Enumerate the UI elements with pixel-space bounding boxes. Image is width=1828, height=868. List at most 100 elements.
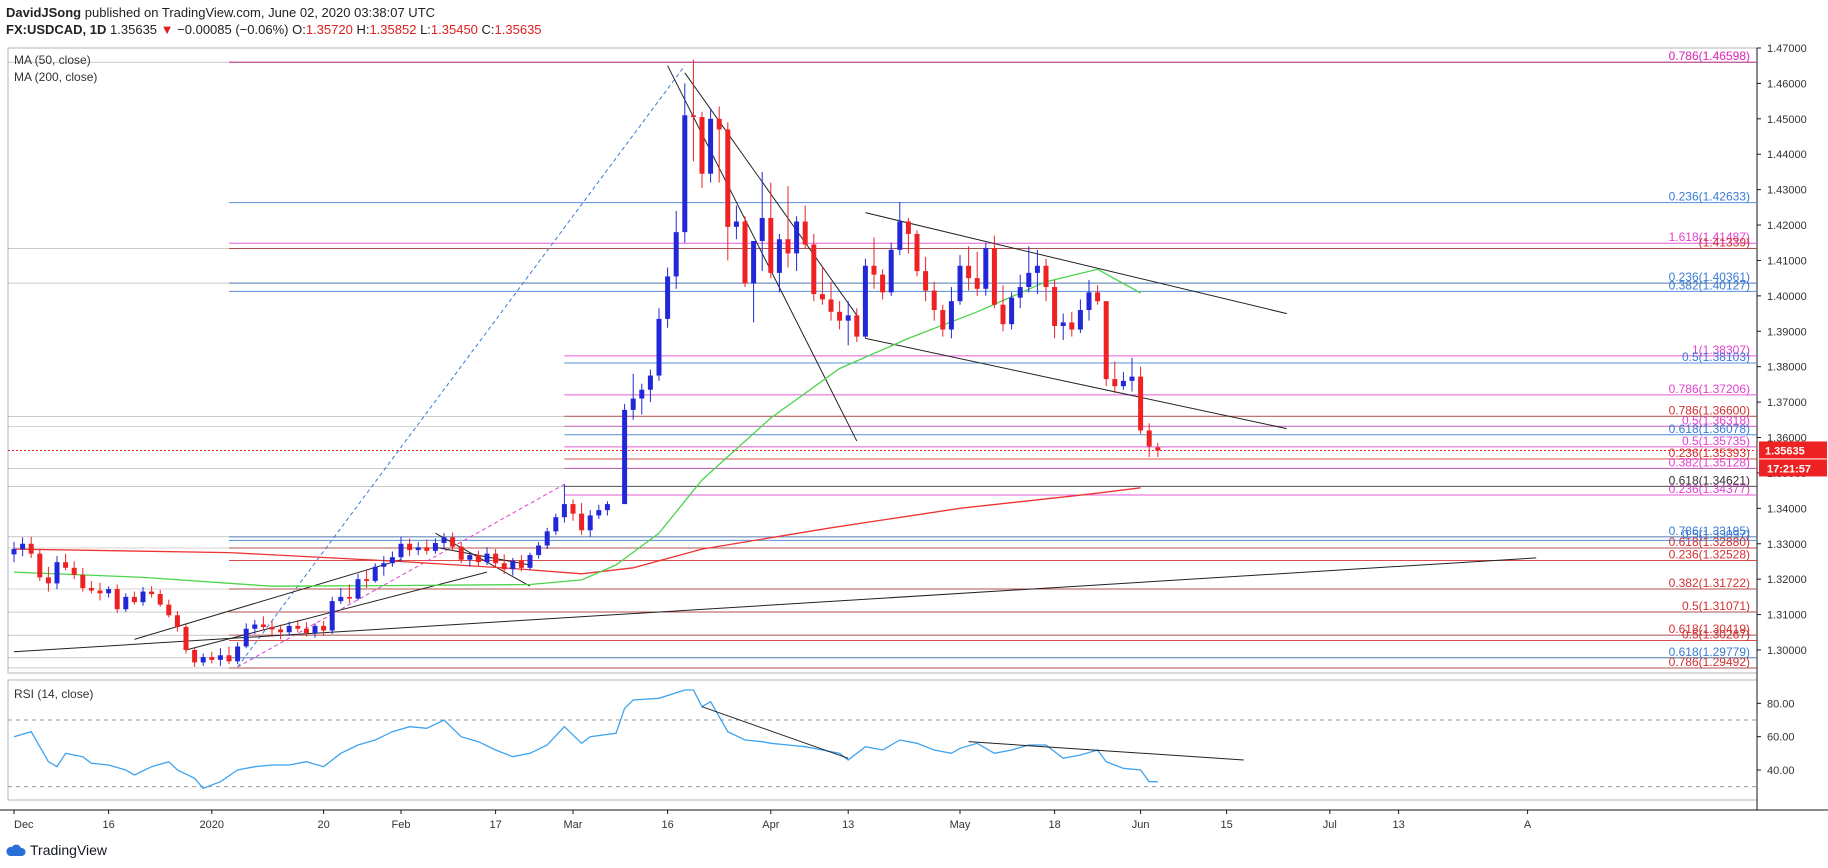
candle [450,532,456,551]
candle-body [11,549,17,555]
candle-body [553,517,559,532]
candle [63,553,69,571]
candle-body [1043,265,1049,288]
candle [622,403,628,505]
candle [123,593,129,612]
candle-body [243,628,249,647]
price-tick-label: 1.31000 [1767,610,1807,622]
fib-level-label: 0.5(1.33097) [1682,527,1750,541]
candle-body [364,579,370,581]
candle [372,563,378,583]
candle [974,251,980,296]
candle [364,570,370,589]
candle-body [768,217,774,273]
price-tick-label: 1.32000 [1767,574,1807,586]
candle-body [407,543,413,551]
candle [587,510,593,537]
price-tick-label: 1.43000 [1767,185,1807,197]
candle-body [880,274,886,293]
candle-body [725,129,731,227]
candle-body [450,537,456,547]
candle-body [321,625,327,631]
candle [536,541,542,559]
candle-body [742,221,748,284]
candle [260,616,266,631]
candle [286,621,292,636]
rsi-legend[interactable]: RSI (14, close) [14,687,94,701]
candle [97,582,103,601]
candle-body [269,626,275,630]
candle-body [389,557,395,564]
candle-body [1138,376,1144,431]
candle-body [1103,301,1109,380]
candle-body [1112,379,1118,387]
fib-level-label: 0.618(1.29779) [1669,645,1750,659]
time-tick-label: 13 [1392,819,1404,831]
candle-body [974,278,980,289]
fib-level-label: 0.618(1.34621) [1669,473,1750,487]
candle-body [432,543,438,551]
ma200-legend[interactable]: MA (200, close) [14,70,98,84]
rsi-line [13,689,1158,790]
candle-body [862,265,868,337]
candle [71,561,77,580]
candle-body [940,310,946,330]
candle [1017,274,1023,309]
candle-body [157,594,163,605]
candle [45,566,51,592]
candle-body [1052,287,1058,326]
candle-body [794,221,800,254]
symbol-label[interactable]: FX:USDCAD, 1D [6,22,107,37]
current-price-badge [1759,441,1827,459]
candle [699,111,705,188]
tradingview-logo[interactable]: TradingView [6,842,107,858]
candle [682,83,688,243]
candle [1112,361,1118,394]
candle-body [596,510,602,516]
candle-body [260,624,266,627]
candle [192,648,198,667]
candle [905,217,911,254]
rsi-tick-label: 80.00 [1767,698,1795,710]
candle [467,552,473,567]
candle [1060,313,1066,341]
candle-body [131,596,137,603]
price-tick-label: 1.39000 [1767,326,1807,338]
candle [708,108,714,183]
candle [991,235,997,309]
fib-level-label: 0.786(1.33195) [1669,524,1750,538]
fib-level-label: 0.5(1.30267) [1682,628,1750,642]
candle [544,527,550,550]
candle-body [235,646,241,662]
candle [235,642,241,665]
candle-body [338,596,344,602]
candle-body [871,265,877,275]
candle-body [475,555,481,563]
candle-body [665,276,671,319]
candle [854,308,860,342]
candle-body [622,409,628,505]
fib-level-label: 0.786(1.36600) [1669,403,1750,417]
candle-body [441,537,447,544]
candle-body [209,657,215,660]
candle [338,588,344,604]
timer-badge-text: 17:21:57 [1767,463,1811,475]
candle [1043,258,1049,302]
candle [759,171,765,272]
candle [321,620,327,636]
fib-level-label: 0.236(1.34377) [1669,482,1750,496]
author-name[interactable]: DavidJSong [6,5,82,20]
candle-body [544,531,550,546]
candle-body [1026,272,1032,288]
candle [252,619,258,635]
candle-body [647,375,653,390]
candle [114,584,120,613]
ma50-legend[interactable]: MA (50, close) [14,53,91,67]
candle [673,210,679,289]
candle [690,59,696,162]
fib-level-label: 0.382(1.31722) [1669,576,1750,590]
header-line-2: FX:USDCAD, 1D 1.35635 ▼ −0.00085 (−0.06%… [6,22,542,37]
time-tick-label: 2020 [200,819,224,831]
candle-body [28,543,34,554]
